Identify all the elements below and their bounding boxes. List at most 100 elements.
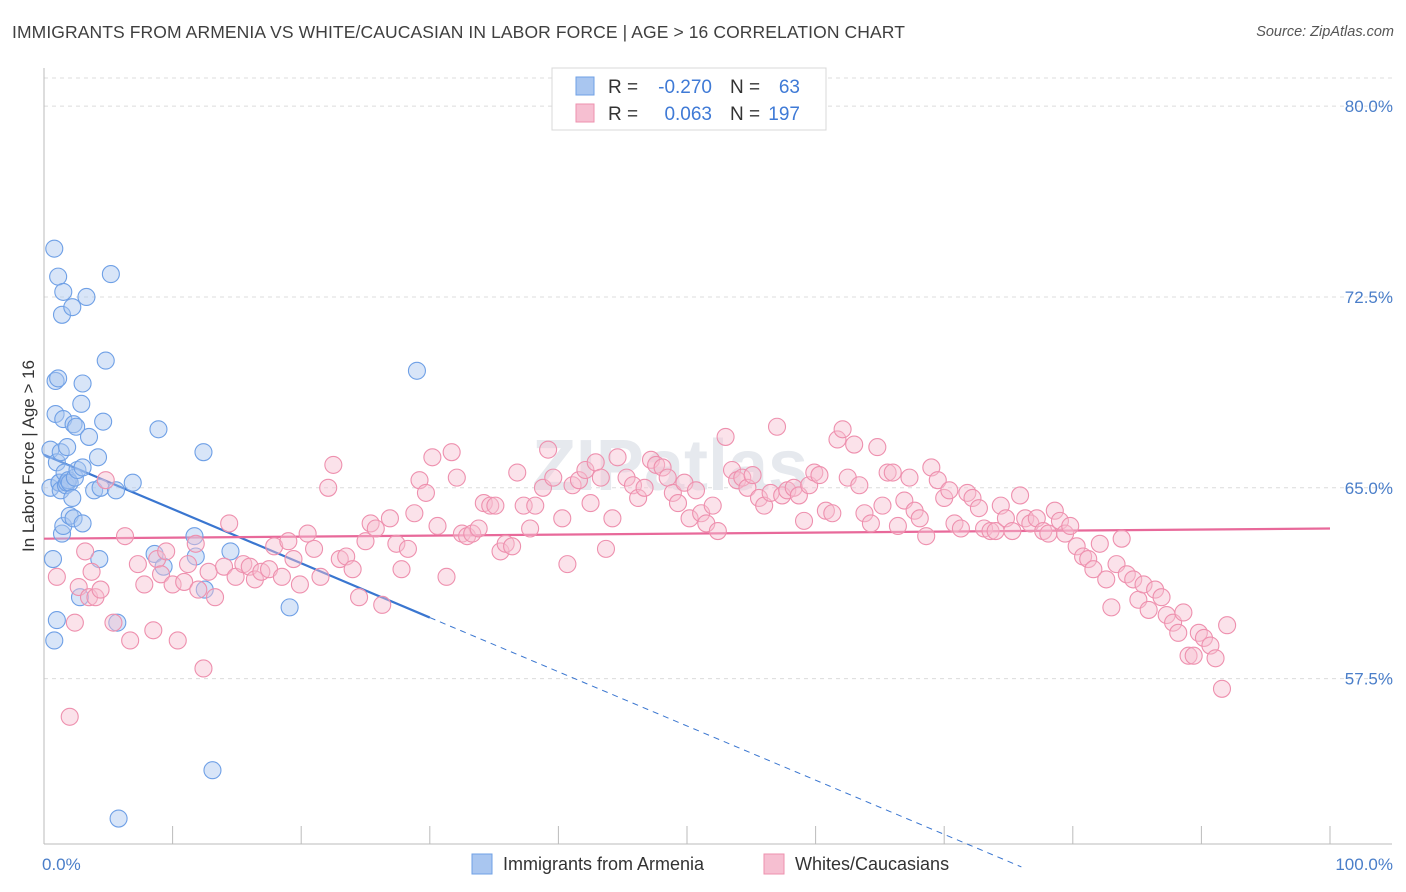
white-point <box>794 511 814 530</box>
white-point <box>850 476 869 495</box>
white-point <box>189 580 208 599</box>
armenia-point <box>194 443 213 462</box>
white-point <box>121 631 140 650</box>
armenia-point <box>45 239 64 258</box>
white-point <box>60 707 79 726</box>
white-point <box>658 468 677 487</box>
armenia-point <box>54 282 73 301</box>
white-point <box>539 440 558 459</box>
white-point <box>416 483 435 502</box>
white-point <box>1084 560 1103 579</box>
white-point <box>469 519 488 538</box>
white-point <box>544 468 563 487</box>
white-point <box>128 555 147 574</box>
white-point <box>115 527 135 546</box>
white-point <box>508 463 527 482</box>
armenia-point <box>58 438 77 457</box>
white-point <box>576 460 595 480</box>
legend-r-value: 0.063 <box>664 104 712 125</box>
white-point <box>521 519 540 538</box>
armenia-point <box>145 544 164 564</box>
white-point <box>553 509 572 528</box>
legend-box <box>551 67 827 131</box>
series-legend-swatch <box>763 853 785 875</box>
white-point <box>343 560 362 579</box>
white-point <box>569 471 589 490</box>
white-point <box>428 516 447 536</box>
white-point <box>653 458 672 477</box>
armenia-point <box>64 509 83 528</box>
white-point <box>900 468 919 487</box>
y-axis-label: In Labor Force | Age > 16 <box>19 360 38 552</box>
white-point <box>743 466 762 485</box>
white-point <box>186 534 205 553</box>
white-point <box>279 532 298 551</box>
white-point <box>581 494 600 513</box>
armenia-point <box>49 369 68 388</box>
armenia-point <box>63 488 82 508</box>
armenia-point <box>47 611 66 630</box>
series-legend-label: Immigrants from Armenia <box>503 854 705 874</box>
white-point <box>319 478 338 497</box>
white-point <box>437 567 456 586</box>
white-point <box>175 572 194 591</box>
armenia-point <box>149 420 168 439</box>
white-point <box>1074 547 1093 566</box>
armenia-point <box>46 371 65 390</box>
white-point <box>603 509 622 528</box>
white-trend-line <box>43 527 1331 540</box>
white-point <box>1184 646 1203 665</box>
armenia-point <box>186 547 205 566</box>
white-point <box>356 532 375 551</box>
white-point <box>703 496 722 515</box>
white-point <box>878 463 897 482</box>
white-point <box>722 460 742 480</box>
y-tick-label: 57.5% <box>1345 670 1393 689</box>
white-point <box>65 613 84 632</box>
x-tick-label: 100.0% <box>1335 855 1393 874</box>
white-point <box>608 448 627 467</box>
white-point <box>178 555 198 574</box>
white-point <box>392 560 411 579</box>
armenia-point <box>72 394 91 413</box>
armenia-point <box>54 516 73 536</box>
white-point <box>686 481 706 500</box>
armenia-point <box>73 458 92 477</box>
armenia-point <box>41 478 60 497</box>
data-points <box>41 239 1237 828</box>
trend-lines <box>43 453 1331 868</box>
white-point <box>168 631 187 650</box>
white-point <box>928 471 947 490</box>
white-point <box>452 524 472 543</box>
white-point <box>311 567 330 586</box>
white-point <box>861 514 880 533</box>
armenia-point <box>52 524 72 543</box>
white-point <box>951 519 970 538</box>
white-point <box>733 468 752 487</box>
white-point <box>284 549 303 569</box>
white-point <box>91 580 110 599</box>
armenia-point <box>96 351 115 370</box>
y-tick-label: 72.5% <box>1345 288 1393 307</box>
series-legend-label: Whites/Caucasians <box>795 854 949 874</box>
white-point <box>1189 623 1208 642</box>
white-point <box>144 621 163 640</box>
white-point <box>708 522 727 541</box>
white-point <box>442 443 461 462</box>
white-point <box>558 555 577 574</box>
white-point <box>157 542 176 561</box>
white-point <box>447 468 466 487</box>
white-point <box>526 496 545 515</box>
chart-title: IMMIGRANTS FROM ARMENIA VS WHITE/CAUCASI… <box>12 22 905 42</box>
white-point <box>1169 623 1188 642</box>
armenia-point <box>77 287 96 307</box>
white-point <box>888 516 907 536</box>
white-point <box>373 595 392 614</box>
armenia-point <box>203 761 222 780</box>
legend-swatch <box>575 76 595 96</box>
white-point <box>1045 501 1064 520</box>
white-point <box>1139 600 1158 619</box>
white-point <box>1011 486 1030 505</box>
white-point <box>1090 534 1109 553</box>
armenia-point <box>63 298 82 317</box>
